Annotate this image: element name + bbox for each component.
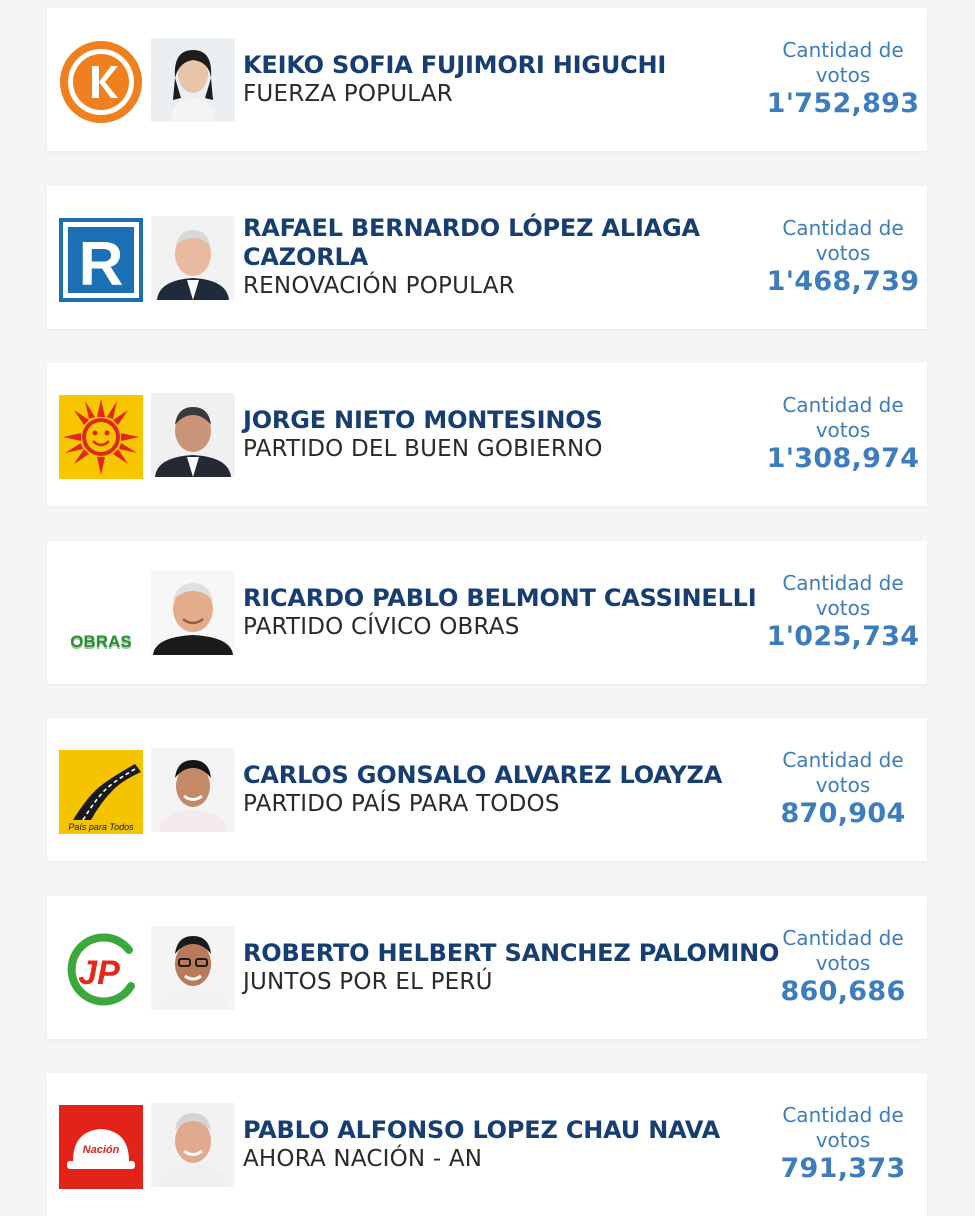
votes-box: Cantidad de votos 1'752,893 <box>763 38 923 120</box>
jp-logo: JP <box>59 928 143 1012</box>
candidate-name: JORGE NIETO MONTESINOS <box>243 405 603 434</box>
fuerza-popular-k-logo <box>59 40 143 124</box>
votes-box: Cantidad de votos 870,904 <box>763 748 923 830</box>
candidate-photo <box>151 393 235 477</box>
obras-logo-text: OBRAS <box>70 632 131 651</box>
party-name: AHORA NACIÓN - AN <box>243 1145 483 1172</box>
candidate-photo <box>151 926 235 1010</box>
party-name: PARTIDO DEL BUEN GOBIERNO <box>243 435 603 462</box>
candidate-name: CARLOS GONSALO ALVAREZ LOAYZA <box>243 760 723 789</box>
jp-logo-text: JP <box>78 954 120 992</box>
candidate-card[interactable]: País para Todos CARLOS GONSALO ALVAREZ L… <box>47 718 927 861</box>
votes-count: 1'468,739 <box>766 266 920 297</box>
votes-box: Cantidad de votos 1'025,734 <box>763 571 923 653</box>
helmet-logo: Nación <box>59 1105 143 1189</box>
votes-box: Cantidad de votos 791,373 <box>763 1103 923 1185</box>
candidate-card[interactable]: JP ROBERTO HELBERT SANCHEZ PALOMINO JUNT… <box>47 896 927 1039</box>
candidate-photo <box>151 216 235 300</box>
candidate-card[interactable]: JORGE NIETO MONTESINOS PARTIDO DEL BUEN … <box>47 363 927 506</box>
candidate-photo <box>151 1103 235 1187</box>
votes-label: Cantidad de votos <box>782 926 904 975</box>
votes-label: Cantidad de votos <box>782 393 904 442</box>
votes-count: 870,904 <box>780 798 906 829</box>
votes-box: Cantidad de votos 860,686 <box>763 926 923 1008</box>
party-name: FUERZA POPULAR <box>243 80 453 107</box>
candidate-name: PABLO ALFONSO LOPEZ CHAU NAVA <box>243 1115 720 1144</box>
obras-logo: OBRAS OBRAS <box>59 573 143 657</box>
votes-label: Cantidad de votos <box>782 571 904 620</box>
votes-count: 1'025,734 <box>766 621 920 652</box>
party-name: PARTIDO PAÍS PARA TODOS <box>243 790 560 817</box>
votes-label: Cantidad de votos <box>782 748 904 797</box>
party-name: RENOVACIÓN POPULAR <box>243 273 515 299</box>
votes-box: Cantidad de votos 1'468,739 <box>763 216 923 298</box>
candidate-card[interactable]: OBRAS OBRAS RICARDO PABLO BELMONT CASSIN… <box>47 541 927 684</box>
candidate-name: ROBERTO HELBERT SANCHEZ PALOMINO <box>243 938 780 967</box>
party-name: JUNTOS POR EL PERÚ <box>243 968 493 995</box>
road-logo: País para Todos <box>59 750 143 834</box>
candidate-name: KEIKO SOFIA FUJIMORI HIGUCHI <box>243 50 667 79</box>
votes-label: Cantidad de votos <box>782 216 904 265</box>
candidate-name: RICARDO PABLO BELMONT CASSINELLI <box>243 583 757 612</box>
candidate-photo <box>151 748 235 832</box>
votes-count: 1'752,893 <box>766 88 920 119</box>
road-logo-text: País para Todos <box>68 822 134 832</box>
candidate-name: RAFAEL BERNARDO LÓPEZ ALIAGA CAZORLA <box>243 214 700 271</box>
obras-logo-text: OBRAS <box>70 634 131 653</box>
renovacion-popular-r-logo: R <box>59 218 143 302</box>
candidate-photo <box>151 571 235 655</box>
candidate-card[interactable]: Nación PABLO ALFONSO LOPEZ CHAU NAVA AHO… <box>47 1073 927 1216</box>
votes-count: 860,686 <box>780 976 906 1007</box>
helmet-logo-text: Nación <box>83 1144 120 1156</box>
votes-count: 1'308,974 <box>766 443 920 474</box>
votes-label: Cantidad de votos <box>782 38 904 87</box>
votes-label: Cantidad de votos <box>782 1103 904 1152</box>
votes-count: 791,373 <box>780 1153 906 1184</box>
candidate-card[interactable]: KEIKO SOFIA FUJIMORI HIGUCHI FUERZA POPU… <box>47 8 927 151</box>
sun-logo <box>59 395 143 479</box>
candidate-card[interactable]: R RAFAEL BERNARDO LÓPEZ ALIAGA CAZORLA R… <box>47 186 927 329</box>
votes-box: Cantidad de votos 1'308,974 <box>763 393 923 475</box>
party-name: PARTIDO CÍVICO OBRAS <box>243 613 520 640</box>
svg-text:R: R <box>79 230 124 299</box>
candidate-photo <box>151 38 235 122</box>
